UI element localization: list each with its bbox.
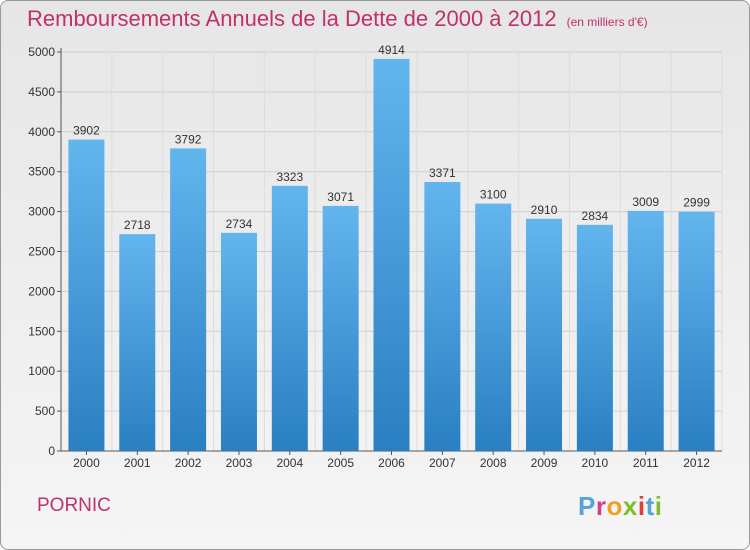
y-tick-label: 4500 [28,85,55,99]
bar [271,185,308,452]
x-tick-label: 2010 [582,456,609,470]
chart-subtitle: (en milliers d'€) [566,15,648,29]
proxiti-logo: Proxiti [578,491,662,522]
y-tick-label: 3500 [28,165,55,179]
logo-letter: P [578,491,596,521]
bar [576,224,613,451]
value-label: 2999 [683,196,710,210]
value-label: 4914 [378,43,405,57]
value-label: 3902 [73,124,100,138]
value-label: 2718 [124,218,151,232]
value-label: 2734 [226,217,253,231]
x-tick-label: 2004 [276,456,303,470]
logo-letter: r [595,491,607,521]
logo-letter: o [606,491,623,521]
value-label: 3009 [632,195,659,209]
value-label: 3371 [429,166,456,180]
value-labels: 3902 2718 3792 2734 3323 3071 4914 3371 3100 2910… [73,43,710,232]
logo-letter: i [654,491,663,521]
x-tick-label: 2006 [378,456,405,470]
value-label: 2910 [531,203,558,217]
bar [475,203,512,451]
bar [170,148,207,451]
bars [68,58,715,452]
city-name: PORNIC [37,495,111,516]
y-tick-label: 500 [35,404,55,418]
y-tick-label: 4000 [28,125,55,139]
bar [627,210,664,451]
bar [220,232,257,451]
x-tick-label: 2007 [429,456,456,470]
chart-title: Remboursements Annuels de la Dette de 20… [27,6,648,32]
y-tick-label: 0 [48,444,55,458]
y-tick-label: 3000 [28,205,55,219]
bar [424,181,461,451]
x-tick-label: 2008 [480,456,507,470]
y-tick-label: 2000 [28,284,55,298]
x-tick-label: 2002 [175,456,202,470]
value-label: 3792 [175,132,202,146]
x-tick-label: 2003 [226,456,253,470]
bar [373,58,410,452]
chart-title-text: Remboursements Annuels de la Dette de 20… [27,6,557,31]
bar [526,218,563,451]
value-label: 3100 [480,188,507,202]
value-label: 3323 [276,170,303,184]
value-label: 2834 [582,209,609,223]
logo-letter: x [622,491,638,521]
y-tick-label: 5000 [28,45,55,59]
x-tick-label: 2009 [531,456,558,470]
bar [68,139,105,451]
y-tick-label: 2500 [28,245,55,259]
x-tick-label: 2012 [683,456,710,470]
x-tick-label: 2001 [124,456,151,470]
axes: 0 500 1000 1500 2000 2500 3000 3500 4000 4500 5000… [28,45,722,470]
logo-letter: i [637,491,646,521]
y-tick-label: 1000 [28,364,55,378]
x-tick-label: 2005 [327,456,354,470]
bar [322,205,359,451]
value-label: 3071 [327,190,354,204]
y-tick-label: 1500 [28,324,55,338]
bar [678,211,715,451]
x-tick-label: 2000 [73,456,100,470]
x-tick-label: 2011 [633,456,659,470]
bar [119,234,156,451]
logo-letter: t [645,491,655,521]
